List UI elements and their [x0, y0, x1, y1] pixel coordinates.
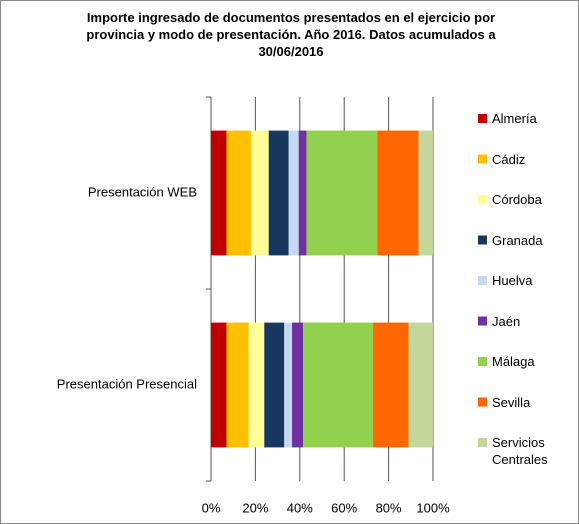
- bar-segment: [377, 130, 419, 256]
- bar-segment: [373, 322, 409, 448]
- bar-segment: [250, 130, 269, 256]
- legend-label: Cádiz: [492, 151, 526, 167]
- x-tick-label: 0%: [202, 500, 221, 515]
- legend-swatch: [478, 195, 487, 204]
- legend-swatch: [478, 276, 487, 285]
- bar-segment: [418, 130, 433, 256]
- bar-segment: [268, 130, 289, 256]
- bar-segment: [211, 322, 227, 448]
- bar-segment: [264, 322, 285, 448]
- legend-swatch: [478, 357, 487, 366]
- legend-swatch: [478, 114, 487, 123]
- legend-swatch: [478, 397, 487, 407]
- legend-swatch: [478, 316, 487, 326]
- legend-label: Almería: [492, 111, 537, 126]
- bar-segment: [298, 130, 307, 256]
- y-tick-label: Presentación WEB: [88, 184, 197, 199]
- legend-swatch: [478, 235, 487, 245]
- x-tick-label: 80%: [376, 500, 402, 515]
- bar-segment: [288, 130, 299, 256]
- x-tick-label: 40%: [287, 500, 313, 515]
- bar-segment: [303, 322, 374, 448]
- x-tick-label: 60%: [331, 500, 357, 515]
- legend-label: Jaén: [492, 313, 521, 329]
- x-tick-label: 20%: [242, 500, 268, 515]
- chart-title: Importe ingresado de documentos presenta…: [86, 10, 496, 59]
- legend-label: Sevilla: [492, 394, 531, 410]
- bar-segment: [211, 130, 227, 256]
- legend-swatch: [478, 438, 487, 447]
- x-tick-label: 100%: [416, 500, 450, 515]
- bar-segment: [226, 130, 251, 256]
- bar-segment: [284, 322, 293, 448]
- legend-label: Servicios Centrales: [492, 435, 548, 467]
- legend-swatch: [478, 154, 487, 164]
- legend-label: Granada: [492, 232, 543, 248]
- bar-segment: [306, 130, 378, 256]
- bar-segment: [248, 322, 265, 448]
- bar-segment: [292, 322, 304, 448]
- y-tick-label: Presentación Presencial: [57, 376, 197, 391]
- bar-segment: [226, 322, 249, 448]
- legend-label: Córdoba: [492, 192, 542, 207]
- legend-label: Málaga: [492, 354, 535, 369]
- legend-label: Huelva: [492, 273, 533, 288]
- bar-segment: [408, 322, 433, 448]
